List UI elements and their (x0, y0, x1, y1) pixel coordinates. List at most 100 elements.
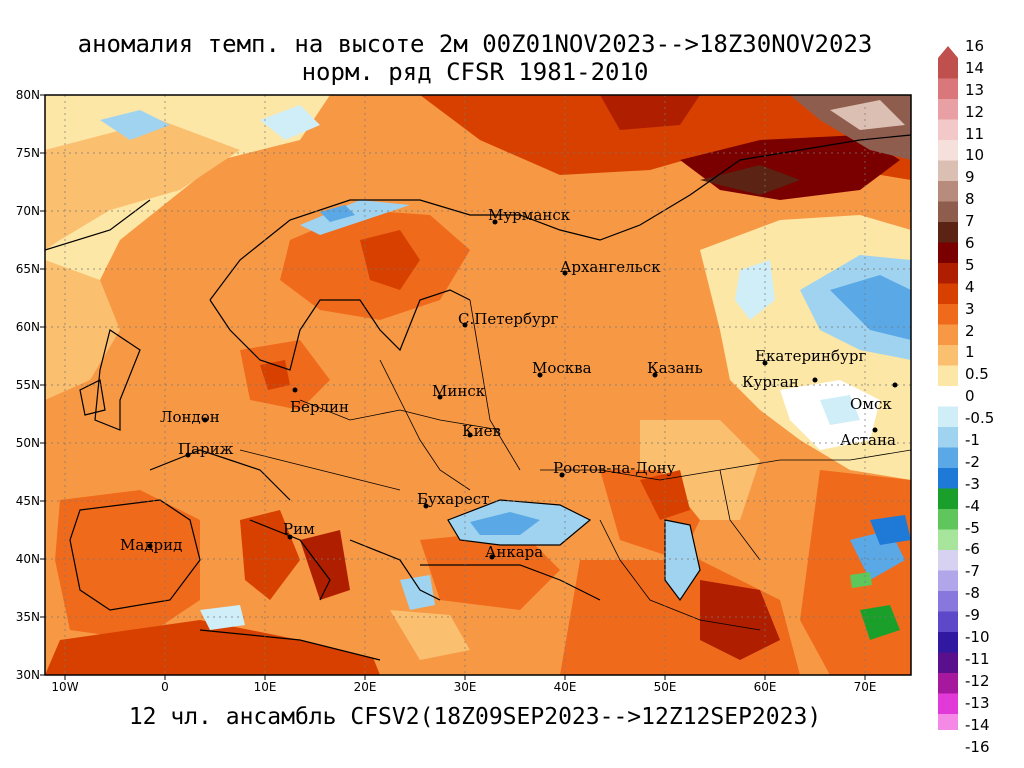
city-label-kurgan: Курган (742, 373, 799, 391)
colorbar-swatch (938, 529, 958, 550)
lat-label: 80N (15, 88, 40, 102)
colorbar-label: -14 (965, 715, 990, 734)
city-dot (462, 322, 468, 328)
colorbar-swatch (938, 78, 958, 99)
colorbar-swatch (938, 345, 958, 366)
city-label-minsk: Минск (432, 382, 486, 400)
lon-label: 50E (653, 680, 677, 694)
colorbar-swatch (938, 427, 958, 448)
city-label-kazan: Казань (647, 359, 703, 377)
colorbar-label: 0 (965, 387, 975, 406)
colorbar-swatch (938, 304, 958, 325)
colorbar-label: 9 (965, 168, 975, 187)
colorbar-label: -5 (965, 518, 980, 537)
city-label-paris: Париж (178, 440, 234, 458)
colorbar-label: -3 (965, 474, 980, 493)
colorbar-swatches (938, 46, 958, 730)
colorbar-label: 8 (965, 190, 975, 209)
city-dot (892, 382, 898, 388)
lat-label: 40N (15, 552, 40, 566)
lat-label: 55N (15, 378, 40, 392)
city-dot (492, 219, 498, 225)
city-dot (872, 427, 878, 433)
colorbar-swatch (938, 591, 958, 612)
colorbar-top-arrow (938, 46, 958, 58)
colorbar-label: 14 (965, 58, 985, 77)
colorbar-label: 16 (965, 37, 985, 55)
lat-label: 50N (15, 436, 40, 450)
colorbar-label: 7 (965, 212, 975, 231)
map-title-line2: норм. ряд CFSR 1981-2010 (301, 58, 649, 86)
lat-label: 30N (15, 668, 40, 682)
country-borders (239, 299, 911, 631)
colorbar-label: 3 (965, 299, 975, 318)
colorbar-swatch (938, 488, 958, 509)
city-dot (812, 377, 818, 383)
colorbar-label: -8 (965, 584, 980, 603)
city-label-astana: Астана (840, 431, 896, 449)
city-label-omsk: Омск (850, 395, 892, 413)
city-label-london: Лондон (160, 408, 220, 426)
lat-label: 65N (15, 262, 40, 276)
colorbar-label: -6 (965, 540, 980, 559)
lat-label: 35N (15, 610, 40, 624)
colorbar-label: 1 (965, 343, 975, 362)
colorbar-label: -12 (965, 671, 990, 690)
lat-label: 70N (15, 204, 40, 218)
city-dot (652, 372, 658, 378)
colorbar-label: -7 (965, 562, 980, 581)
colorbar-label: 12 (965, 102, 985, 121)
lon-label: 40E (553, 680, 577, 694)
lon-label: 10E (253, 680, 277, 694)
city-label-st-petersburg: С.Петербург (458, 310, 559, 328)
colorbar-swatch (938, 160, 958, 181)
colorbar-swatch (938, 632, 958, 653)
colorbar-swatch (938, 119, 958, 140)
map-title-line1: аномалия темп. на высоте 2м 00Z01NOV2023… (77, 30, 873, 58)
colorbar-swatch (938, 324, 958, 345)
city-label-yekaterinburg: Екатеринбург (755, 347, 867, 365)
lat-label: 60N (15, 320, 40, 334)
grid (45, 95, 911, 675)
colorbar-label: -11 (965, 649, 990, 668)
city-dot (292, 387, 298, 393)
city-label-berlin: Берлин (290, 398, 350, 416)
lat-label: 45N (15, 494, 40, 508)
colorbar-swatch (938, 714, 958, 730)
ensemble-footer: 12 чл. ансамбль CFSV2(18Z09SEP2023-->12Z… (128, 704, 822, 730)
lon-label: 60E (753, 680, 777, 694)
colorbar-swatch (938, 263, 958, 284)
colorbar-swatch (938, 673, 958, 694)
city-dot (762, 360, 768, 366)
colorbar-swatch (938, 365, 958, 386)
colorbar-label: 10 (965, 146, 985, 165)
city-label-kyiv: Киев (462, 422, 501, 440)
colorbar-label: 6 (965, 234, 975, 253)
city-dot (562, 270, 568, 276)
colorbar-label: 0.5 (965, 365, 989, 384)
colorbar-swatch (938, 652, 958, 673)
axis-ticks (40, 94, 866, 680)
colorbar-swatch (938, 611, 958, 632)
colorbar-swatch (938, 550, 958, 571)
city-dot (423, 503, 429, 509)
city-dot (147, 543, 153, 549)
city-dot (559, 472, 565, 478)
city-markers (147, 219, 898, 560)
colorbar-swatch (938, 447, 958, 468)
city-label-arkhangelsk: Архангельск (560, 258, 661, 276)
colorbar-label: 2 (965, 321, 975, 340)
city-label-rostov: Ростов-на-Дону (553, 459, 676, 477)
lon-label: 20E (353, 680, 377, 694)
colorbar-label: 5 (965, 255, 975, 274)
colorbar-label: 4 (965, 277, 975, 296)
city-dot (489, 554, 495, 560)
colorbar-label: 13 (965, 80, 985, 99)
city-dot (437, 394, 443, 400)
colorbar-swatch (938, 468, 958, 489)
city-dot (467, 432, 473, 438)
coastlines (45, 134, 911, 661)
city-label-moscow: Москва (532, 359, 592, 377)
colorbar-swatch (938, 283, 958, 304)
